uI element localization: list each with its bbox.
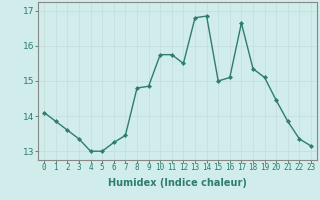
X-axis label: Humidex (Indice chaleur): Humidex (Indice chaleur) (108, 178, 247, 188)
